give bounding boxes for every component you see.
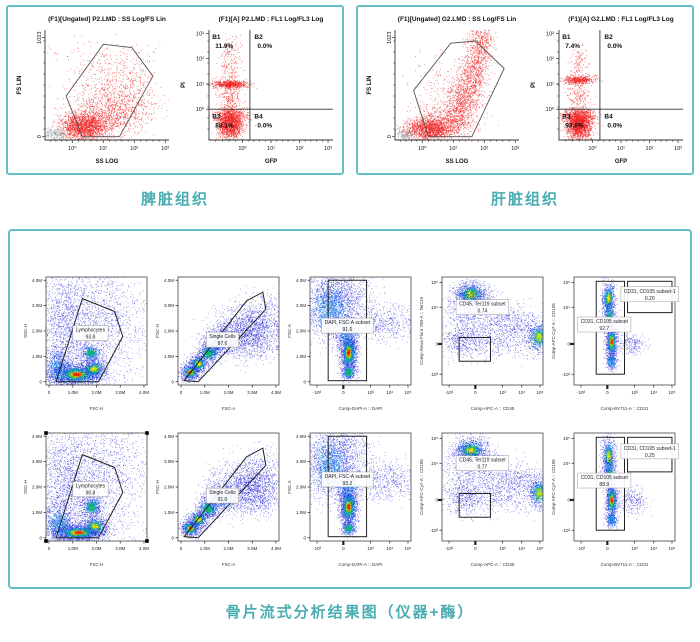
flow-plot-row2-cd45-ter119	[416, 427, 548, 575]
flow-plot-row1-single-cells	[152, 271, 284, 419]
spleen-ss-fs-plot	[11, 10, 175, 170]
tissue-captions-row: 脾脏组织 肝脏组织	[0, 175, 700, 221]
flow-plot-row2-lymphocytes	[20, 427, 152, 575]
spleen-pi-gfp-plot	[175, 10, 339, 170]
flow-plot-row2-cd31-cd105	[548, 427, 680, 575]
flow-plot-grid	[20, 271, 680, 575]
flow-analysis-caption: 骨片流式分析结果图（仪器+酶）	[225, 604, 475, 621]
flow-plot-row1-cd31-cd105	[548, 271, 680, 419]
flow-plot-row2-dapi-subset	[284, 427, 416, 575]
flow-plot-row2-single-cells	[152, 427, 284, 575]
flow-plot-row1-lymphocytes	[20, 271, 152, 419]
liver-pi-gfp-plot	[525, 10, 689, 170]
liver-caption: 肝脏组织	[490, 190, 559, 208]
flow-plot-row1-dapi-subset	[284, 271, 416, 419]
flow-analysis-panel	[8, 229, 692, 589]
flow-plot-row1-cd45-ter119	[416, 271, 548, 419]
spleen-caption: 脾脏组织	[140, 190, 209, 208]
liver-ss-fs-plot	[361, 10, 525, 170]
spleen-panel	[6, 5, 344, 175]
liver-panel	[356, 5, 694, 175]
tissue-panels-row	[0, 0, 700, 175]
